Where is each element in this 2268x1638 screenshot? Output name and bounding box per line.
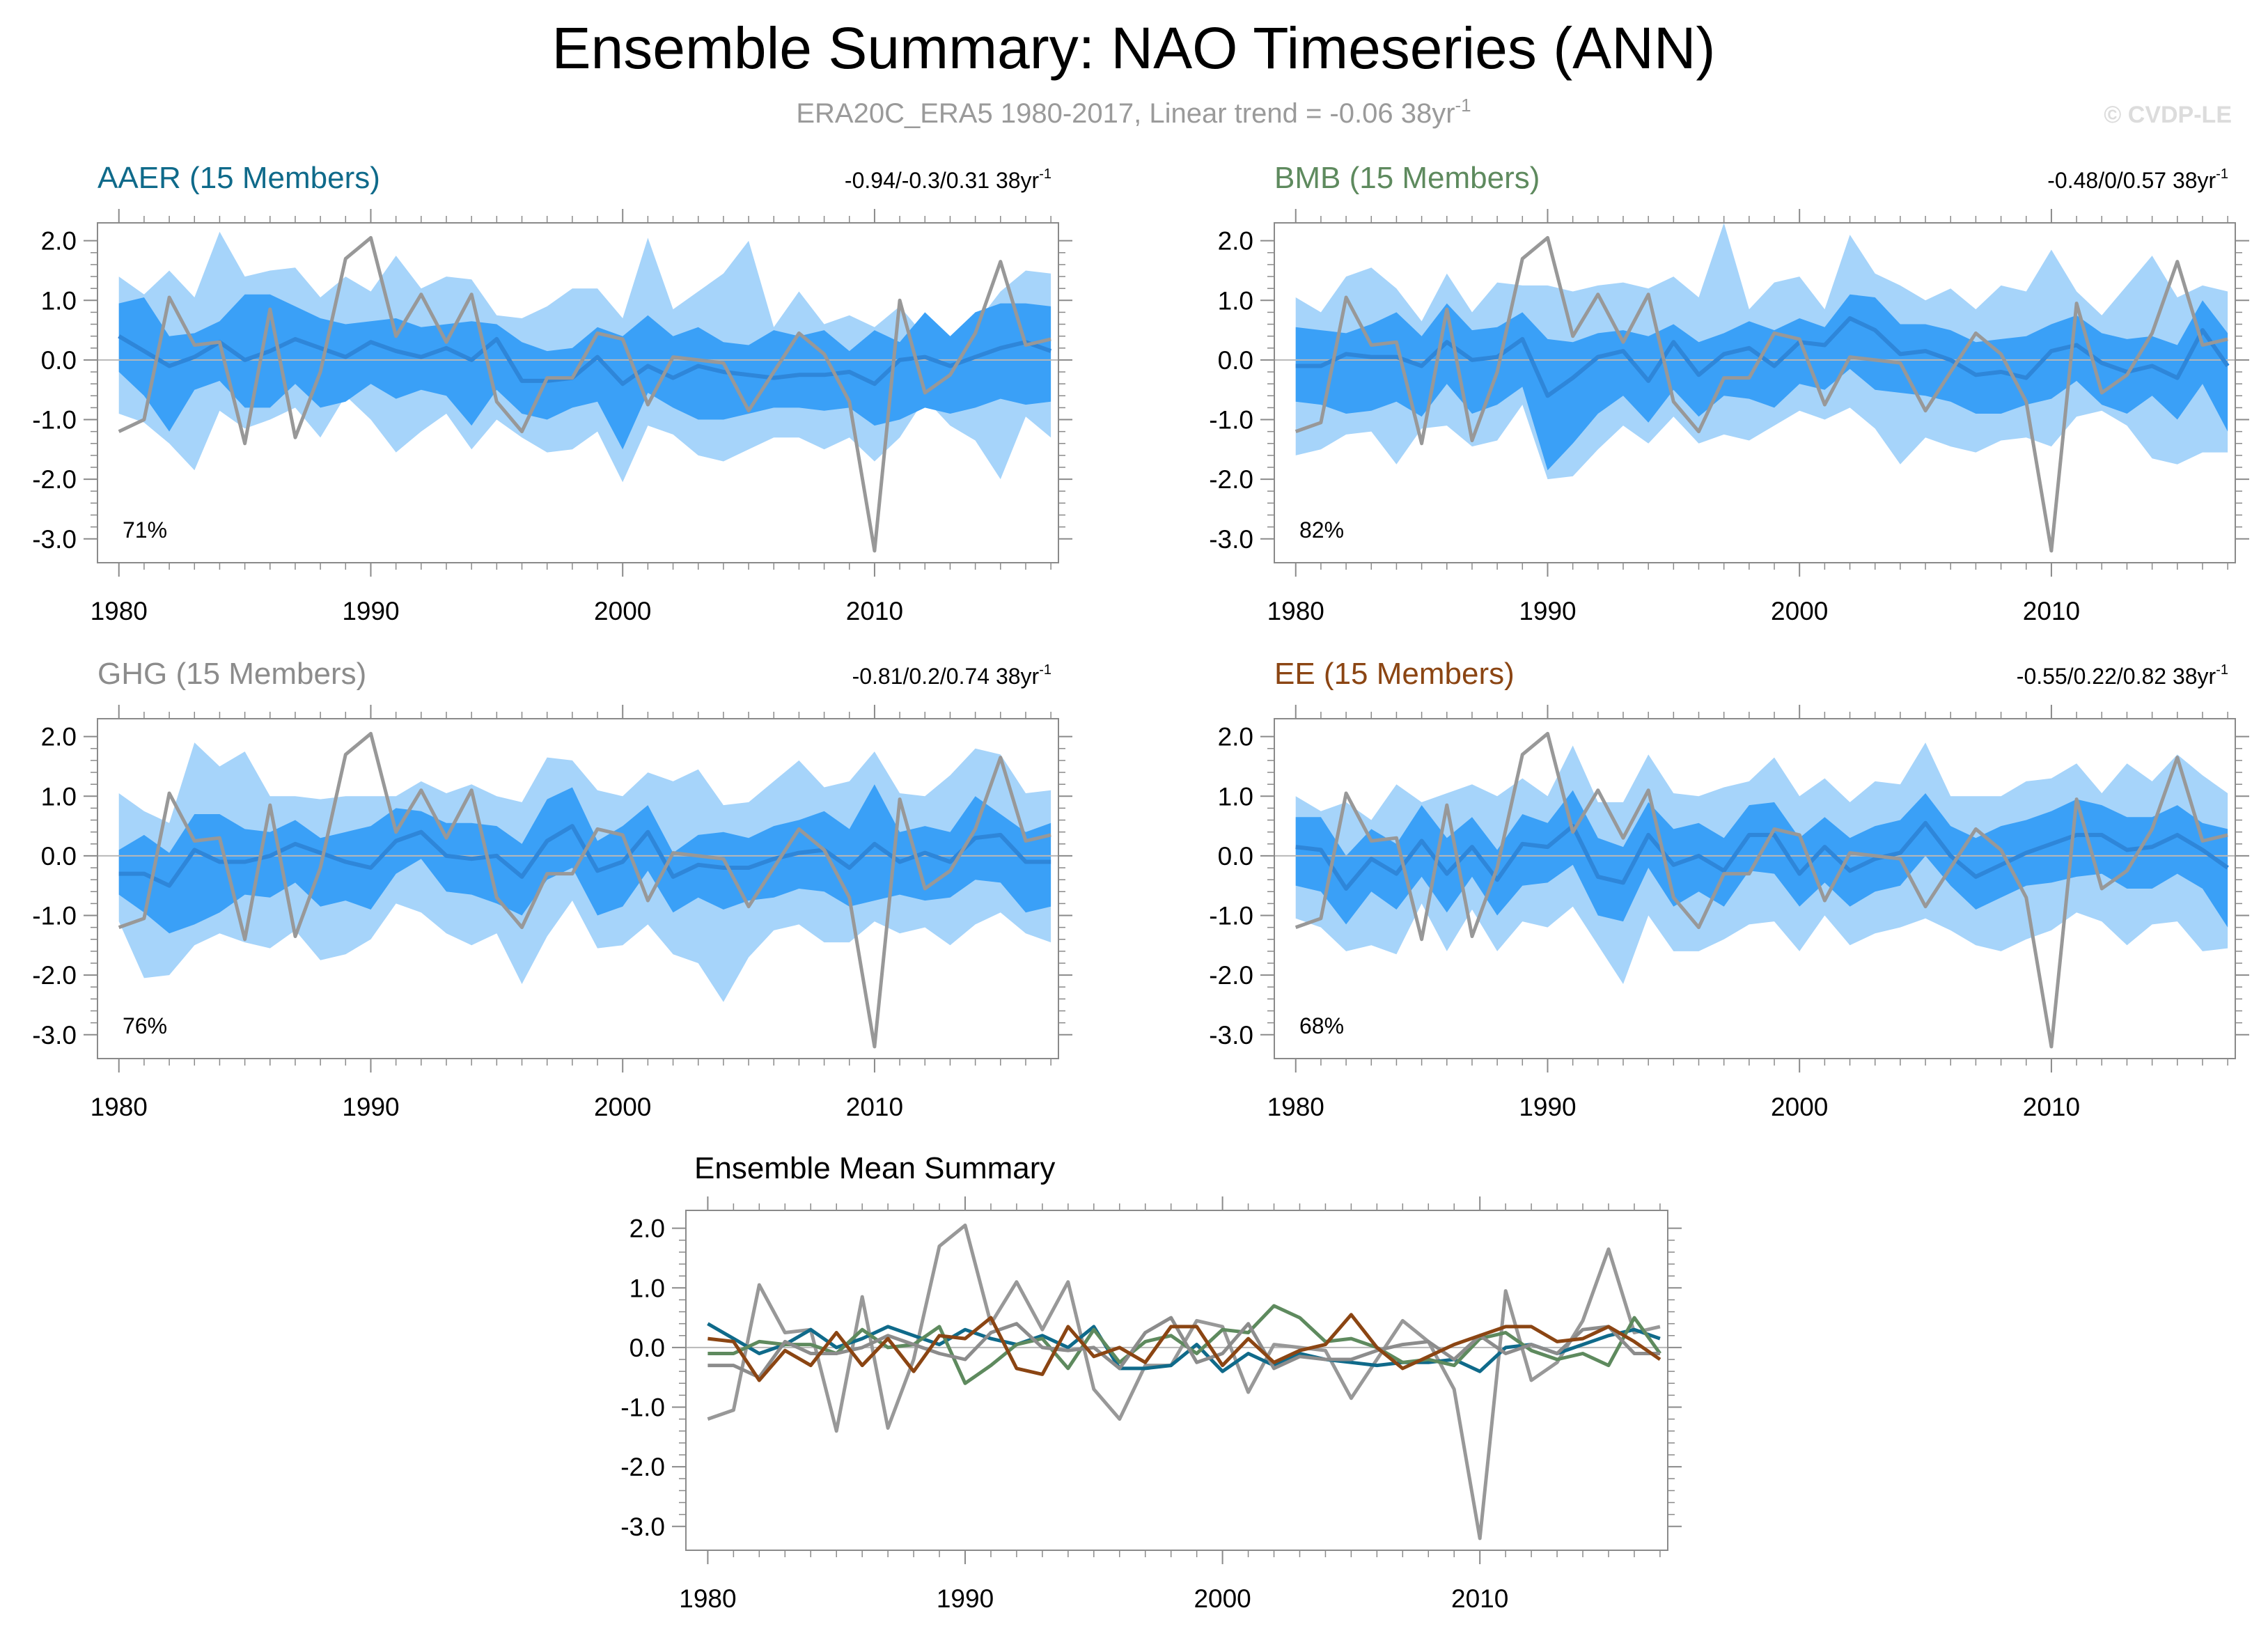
panel-ghg: -3.0 -2.0 -1.0 0.0 1.0 2.0 1980 1990 2000 2010 GHG… (32, 657, 1072, 1121)
plot-frame-aaer (97, 222, 1059, 563)
inner-band-bmb (1295, 294, 2228, 471)
ytick-label: 0.0 (41, 346, 77, 375)
ytick-label: -2.0 (1209, 961, 1253, 990)
ytick-label: -3.0 (1209, 525, 1253, 554)
plot-frame-bmb (1274, 222, 2236, 563)
plot-area-ghg (97, 731, 1058, 1049)
xtick-label: 1990 (342, 597, 399, 625)
observed-line-bmb (1295, 235, 2228, 553)
observed-line-aaer (118, 235, 1051, 553)
ytick-label: -1.0 (1209, 902, 1253, 930)
ytick-label: 0.0 (1218, 842, 1253, 871)
xtick-label: 2000 (1771, 1093, 1828, 1121)
inner-band-aaer (118, 294, 1051, 450)
watermark: © CVDP-LE (2104, 102, 2232, 128)
xtick-label: 1980 (91, 597, 148, 625)
pct-label-bmb: 82% (1299, 517, 1344, 543)
ensemble-mean-line-aaer (118, 334, 1052, 387)
xtick-label: 2010 (2023, 597, 2080, 625)
panel-ee: -3.0 -2.0 -1.0 0.0 1.0 2.0 1980 1990 2000 2010 EE … (1209, 657, 2249, 1121)
observed-line-ghg (118, 731, 1051, 1049)
ytick-label: 2.0 (1218, 723, 1253, 751)
trend-label-ghg: -0.81/0.2/0.74 38yr-1 (852, 662, 1051, 689)
panel-title-ghg: GHG (15 Members) (97, 657, 366, 691)
pct-label-aaer: 71% (123, 517, 167, 543)
panel-aaer: -3.0 -2.0 -1.0 0.0 1.0 2.0 1980 1990 2000 2010 AAE… (32, 161, 1072, 625)
xtick-label: 1990 (342, 1093, 399, 1121)
ytick-label: 2.0 (629, 1215, 665, 1243)
ytick-label: -1.0 (1209, 406, 1253, 435)
xtick-label: 2000 (1194, 1584, 1251, 1613)
xtick-label: 1990 (1519, 597, 1576, 625)
plot-area-aaer (97, 231, 1058, 553)
series-line-bmb (707, 1304, 1661, 1385)
xtick-label: 1980 (1267, 1093, 1324, 1121)
ytick-label: 1.0 (41, 286, 77, 315)
ytick-label: -3.0 (32, 525, 77, 554)
panel-title-ee: EE (15 Members) (1274, 657, 1515, 691)
xtick-label: 2010 (846, 597, 903, 625)
ytick-label: 0.0 (629, 1334, 665, 1362)
ytick-label: 0.0 (1218, 346, 1253, 375)
ytick-label: 1.0 (629, 1274, 665, 1302)
plot-frame-mean (685, 1210, 1668, 1551)
plot-area-mean (686, 1223, 1668, 1540)
xtick-label: 1980 (679, 1584, 736, 1613)
panel-title-mean: Ensemble Mean Summary (694, 1151, 1055, 1185)
ytick-label: -1.0 (32, 406, 77, 435)
ytick-label: -3.0 (620, 1513, 665, 1541)
xtick-label: 2000 (594, 597, 651, 625)
ytick-label: 2.0 (1218, 227, 1253, 256)
ytick-label: 0.0 (41, 842, 77, 871)
ytick-label: -1.0 (620, 1394, 665, 1422)
panel-title-aaer: AAER (15 Members) (97, 161, 380, 195)
figure-title: Ensemble Summary: NAO Timeseries (ANN) (552, 15, 1715, 81)
ytick-label: 2.0 (41, 723, 77, 751)
ytick-label: -2.0 (32, 961, 77, 990)
ytick-label: -2.0 (32, 465, 77, 494)
ytick-label: -1.0 (32, 902, 77, 930)
xtick-label: 2010 (846, 1093, 903, 1121)
xtick-label: 2010 (2023, 1093, 2080, 1121)
ytick-label: 1.0 (1218, 782, 1253, 811)
trend-label-aaer: -0.94/-0.3/0.31 38yr-1 (845, 166, 1051, 193)
xtick-label: 2010 (1451, 1584, 1508, 1613)
plot-frame-ee (1274, 718, 2236, 1059)
plot-area-ee (1274, 731, 2235, 1049)
ytick-label: -3.0 (1209, 1021, 1253, 1050)
panel-mean: -3.0 -2.0 -1.0 0.0 1.0 2.0 1980 1990 2000 2010 Ens… (620, 1151, 1682, 1613)
figure-subtitle: ERA20C_ERA5 1980-2017, Linear trend = -0… (796, 95, 1471, 129)
ytick-label: 1.0 (1218, 286, 1253, 315)
panels: -3.0 -2.0 -1.0 0.0 1.0 2.0 1980 1990 2000 2010 AAE… (32, 161, 2249, 1613)
series-line-era20c_era5 (707, 1223, 1661, 1540)
pct-label-ee: 68% (1299, 1013, 1344, 1038)
plot-frame-ghg (97, 718, 1059, 1059)
xtick-label: 1990 (1519, 1093, 1576, 1121)
plot-area-bmb (1274, 223, 2235, 553)
panel-title-bmb: BMB (15 Members) (1274, 161, 1540, 195)
observed-line-ee (1295, 731, 2228, 1049)
pct-label-ghg: 76% (123, 1013, 167, 1038)
xtick-label: 1980 (91, 1093, 148, 1121)
xtick-label: 2000 (1771, 597, 1828, 625)
ytick-label: 1.0 (41, 782, 77, 811)
xtick-label: 1980 (1267, 597, 1324, 625)
inner-band-ghg (118, 784, 1051, 934)
series-line-ghg (707, 1316, 1660, 1380)
xtick-label: 2000 (594, 1093, 651, 1121)
ytick-label: -2.0 (1209, 465, 1253, 494)
ytick-label: -2.0 (620, 1453, 665, 1481)
inner-band-ee (1295, 790, 2228, 928)
xtick-label: 1990 (937, 1584, 994, 1613)
trend-label-ee: -0.55/0.22/0.82 38yr-1 (2017, 662, 2228, 689)
ytick-label: 2.0 (41, 227, 77, 256)
ytick-label: -3.0 (32, 1021, 77, 1050)
panel-bmb: -3.0 -2.0 -1.0 0.0 1.0 2.0 1980 1990 2000 2010 BMB… (1209, 161, 2249, 625)
trend-label-bmb: -0.48/0/0.57 38yr-1 (2047, 166, 2228, 193)
series-line-ee (707, 1313, 1661, 1382)
